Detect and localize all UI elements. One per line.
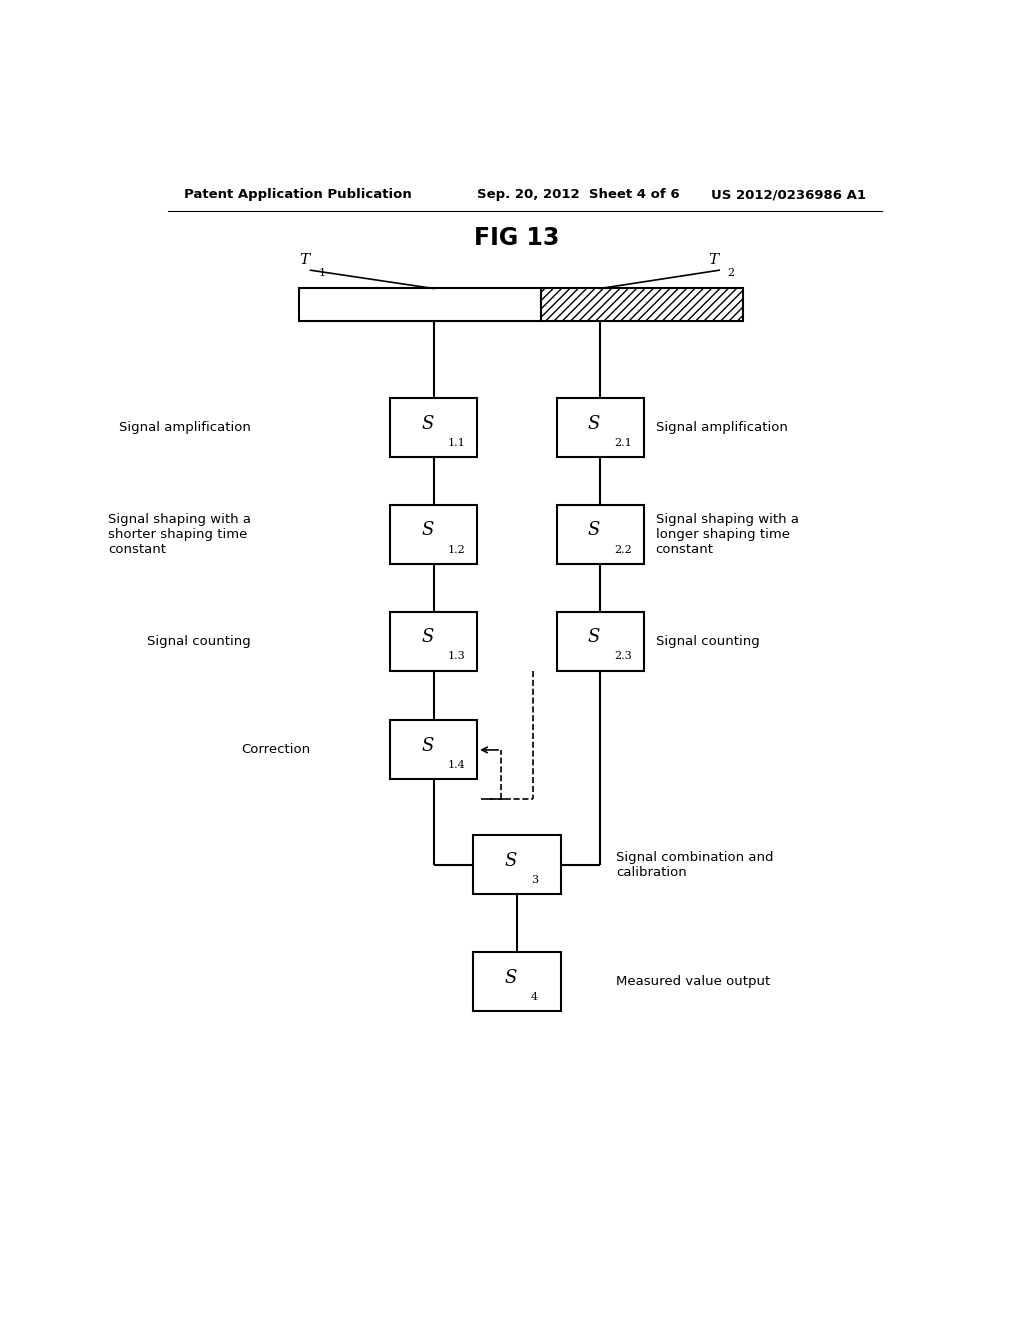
Text: Signal counting: Signal counting (655, 635, 760, 648)
Text: S: S (505, 969, 517, 986)
Bar (541, 289, 743, 321)
Text: 2.3: 2.3 (614, 651, 632, 661)
Text: S: S (505, 851, 517, 870)
Bar (473, 836, 560, 894)
Text: S: S (588, 521, 600, 540)
Text: S: S (588, 628, 600, 645)
Text: S: S (421, 521, 433, 540)
Text: Measured value output: Measured value output (616, 975, 770, 989)
Text: US 2012/0236986 A1: US 2012/0236986 A1 (711, 189, 866, 202)
Text: Signal combination and
calibration: Signal combination and calibration (616, 851, 773, 879)
Text: Correction: Correction (242, 743, 310, 756)
Bar (390, 506, 477, 564)
Text: Patent Application Publication: Patent Application Publication (183, 189, 412, 202)
Text: 2.2: 2.2 (614, 545, 632, 554)
Bar (556, 399, 644, 457)
Text: 2: 2 (727, 268, 734, 279)
Text: Sep. 20, 2012  Sheet 4 of 6: Sep. 20, 2012 Sheet 4 of 6 (477, 189, 680, 202)
Text: S: S (588, 414, 600, 433)
Text: T: T (299, 253, 309, 267)
Text: 1.1: 1.1 (447, 438, 466, 447)
Text: 1.4: 1.4 (447, 760, 466, 770)
Text: 3: 3 (531, 875, 539, 884)
Text: 1.3: 1.3 (447, 651, 466, 661)
Text: Signal shaping with a
shorter shaping time
constant: Signal shaping with a shorter shaping ti… (108, 513, 251, 556)
Text: S: S (421, 628, 433, 645)
Text: 1: 1 (318, 268, 326, 279)
Text: FIG 13: FIG 13 (474, 226, 559, 249)
Bar (390, 721, 477, 779)
Bar (473, 952, 560, 1011)
Bar (299, 289, 541, 321)
Bar (556, 611, 644, 671)
Bar (390, 399, 477, 457)
Text: 4: 4 (531, 991, 539, 1002)
Text: Signal counting: Signal counting (147, 635, 251, 648)
Bar (390, 611, 477, 671)
Text: Signal amplification: Signal amplification (655, 421, 787, 434)
Bar (556, 506, 644, 564)
Text: 1.2: 1.2 (447, 545, 466, 554)
Text: S: S (421, 737, 433, 755)
Text: Signal shaping with a
longer shaping time
constant: Signal shaping with a longer shaping tim… (655, 513, 799, 556)
Text: Signal amplification: Signal amplification (119, 421, 251, 434)
Text: T: T (708, 253, 718, 267)
Text: 2.1: 2.1 (614, 438, 632, 447)
Text: S: S (421, 414, 433, 433)
